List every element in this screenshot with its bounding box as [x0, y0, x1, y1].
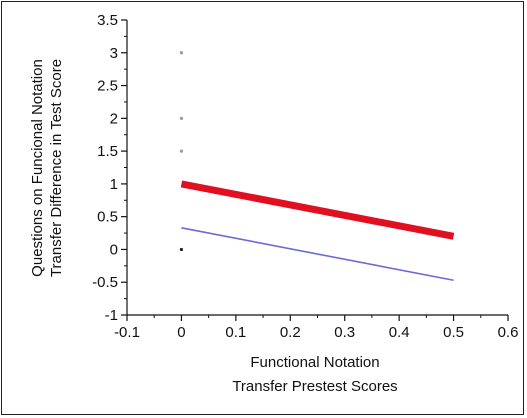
- y-tick-label: 3.5: [97, 12, 118, 29]
- axis-titles: Functional Notation Transfer Prestest Sc…: [29, 59, 398, 395]
- x-tick-label: 0.2: [280, 324, 301, 341]
- y-tick-label: 3: [110, 45, 118, 62]
- x-tick-label: 0.6: [498, 324, 519, 341]
- data-point: [179, 51, 184, 55]
- y-tick-label: 0.5: [97, 209, 118, 226]
- x-tick-label: 0: [177, 324, 185, 341]
- y-tick-label: 2: [110, 110, 118, 127]
- x-tick-label: 0.3: [334, 324, 355, 341]
- data-point: [179, 116, 184, 120]
- series-line-1: [180, 180, 455, 240]
- x-tick-label: 0.1: [225, 324, 246, 341]
- data-point: [179, 247, 184, 252]
- x-axis-title-line-1: Functional Notation: [250, 354, 379, 371]
- y-tick-label: 0: [110, 241, 118, 258]
- chart-marks: [179, 51, 455, 282]
- y-axis-title-line-1: Questions on Funcional Notation: [29, 59, 46, 277]
- x-tick-label: 0.4: [389, 324, 410, 341]
- data-point: [179, 149, 184, 153]
- x-tick-label: 0.5: [443, 324, 464, 341]
- y-tick-label: 2.5: [97, 78, 118, 95]
- x-tick-label: -0.1: [114, 324, 140, 341]
- y-axis-title-line-2: Transfer Difference in Test Score: [48, 59, 65, 277]
- y-tick-label: 1.5: [97, 143, 118, 160]
- y-tick-label: 1: [110, 176, 118, 193]
- axes: -1 -0.5 0 0.5 1 1.5 2 2.5 3 3.5 -0.1 0 0.1 0.2 0.3 0.4 0…: [92, 12, 518, 341]
- y-tick-label: -1: [105, 307, 118, 324]
- y-tick-label: -0.5: [92, 274, 118, 291]
- series-line-2: [181, 227, 454, 282]
- x-axis-title-line-2: Transfer Prestest Scores: [232, 378, 397, 395]
